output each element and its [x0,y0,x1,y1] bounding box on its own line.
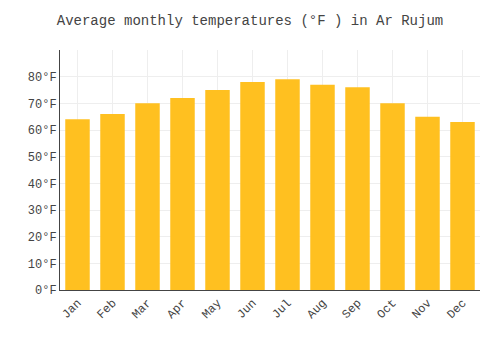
svg-text:70°F: 70°F [28,98,57,112]
svg-text:60°F: 60°F [28,124,57,138]
svg-text:0°F: 0°F [35,284,57,298]
svg-text:50°F: 50°F [28,151,57,165]
svg-text:Dec: Dec [444,297,469,322]
svg-text:30°F: 30°F [28,204,57,218]
svg-text:Mar: Mar [129,297,154,322]
svg-text:Oct: Oct [374,297,399,322]
svg-text:Jan: Jan [59,297,84,322]
svg-text:40°F: 40°F [28,178,57,192]
svg-text:20°F: 20°F [28,231,57,245]
svg-text:Jun: Jun [234,297,259,322]
svg-text:10°F: 10°F [28,258,57,272]
svg-text:Jul: Jul [269,297,294,322]
svg-text:May: May [199,297,224,322]
svg-text:Aug: Aug [304,297,329,322]
svg-text:Nov: Nov [409,297,434,322]
svg-text:80°F: 80°F [28,71,57,85]
svg-text:Apr: Apr [164,297,189,322]
svg-text:Feb: Feb [94,297,119,322]
svg-text:Sep: Sep [339,297,364,322]
svg-text:Average monthly temperatures (: Average monthly temperatures (°F ) in Ar… [57,13,443,29]
